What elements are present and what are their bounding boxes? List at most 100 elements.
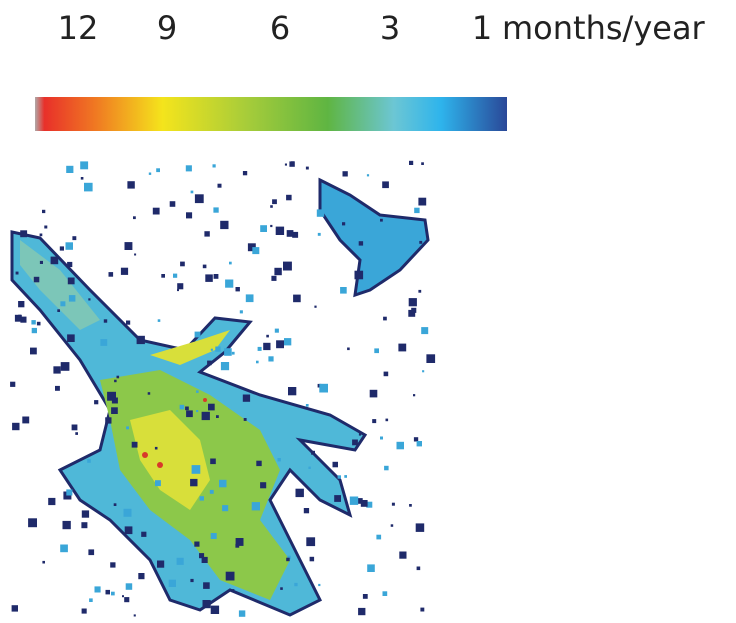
speckle (391, 524, 394, 527)
speckle (207, 361, 212, 366)
speckle (68, 278, 75, 285)
speckle (80, 161, 88, 169)
speckle (12, 423, 19, 430)
speckle (222, 505, 228, 511)
speckle (272, 199, 277, 204)
speckle (190, 579, 193, 582)
speckle (310, 557, 315, 562)
speckle (361, 500, 368, 507)
speckle (180, 405, 185, 410)
speckle (205, 274, 213, 282)
speckle (125, 242, 133, 250)
speckle (289, 161, 294, 166)
speckle (66, 166, 73, 173)
speckle (213, 207, 218, 212)
speckle (67, 334, 75, 342)
speckle (260, 482, 266, 488)
speckle (398, 344, 406, 352)
speckle (419, 241, 422, 244)
speckle (32, 328, 37, 333)
speckle (286, 558, 290, 562)
speckle (195, 332, 201, 338)
speckle (60, 545, 68, 553)
speckle (380, 219, 383, 222)
speckle (194, 542, 199, 547)
speckle (304, 508, 309, 513)
speckle (268, 356, 273, 361)
speckle (203, 582, 210, 589)
speckle (138, 573, 144, 579)
speckle (137, 336, 145, 344)
speckle (384, 372, 389, 377)
speckle (266, 335, 269, 338)
speckle (110, 562, 115, 567)
speckle (311, 451, 315, 455)
speckle (196, 390, 199, 393)
speckle (104, 319, 107, 322)
speckle (363, 594, 368, 599)
speckle (60, 301, 65, 306)
speckle (334, 495, 341, 502)
speckle (42, 210, 45, 213)
colorbar-tick-label: 12 (58, 9, 99, 47)
spot (142, 452, 148, 458)
speckle (124, 597, 129, 602)
speckle (95, 586, 101, 592)
speckle (386, 419, 389, 422)
speckle (367, 564, 375, 572)
speckle (416, 523, 425, 532)
speckle (88, 298, 90, 300)
colorbar-tick-label: 1 (472, 9, 492, 47)
speckle (82, 609, 87, 614)
speckle (210, 459, 216, 465)
speckle (263, 343, 270, 350)
speckle (192, 465, 201, 474)
speckle (153, 208, 160, 215)
speckle (417, 441, 422, 446)
speckle (284, 338, 291, 345)
speckle (221, 362, 229, 370)
speckle (173, 274, 177, 278)
speckle (195, 194, 204, 203)
speckle (314, 306, 316, 308)
speckle (340, 287, 347, 294)
speckle (220, 221, 228, 229)
speckle (288, 387, 296, 395)
speckle (243, 395, 250, 402)
speckle (170, 201, 176, 207)
colorbar-tick-label: 3 (380, 9, 400, 47)
speckle (149, 173, 151, 175)
speckle (392, 503, 395, 506)
speckle (211, 533, 217, 539)
speckle (239, 610, 245, 616)
speckle (40, 261, 43, 264)
speckle (125, 526, 133, 534)
spot (157, 462, 163, 468)
speckle (333, 462, 339, 468)
speckle (226, 572, 235, 581)
speckle (306, 404, 309, 407)
region-northeast (320, 180, 428, 295)
speckle (372, 419, 376, 423)
speckle (155, 447, 158, 450)
speckle (287, 230, 294, 237)
speckle (216, 415, 219, 418)
speckle (225, 280, 233, 288)
speckle (308, 467, 310, 469)
speckle (169, 580, 176, 587)
speckle (88, 549, 94, 555)
speckle (31, 320, 35, 324)
speckle (94, 400, 98, 404)
speckle (114, 380, 117, 383)
speckle (270, 225, 272, 227)
speckle (420, 608, 424, 612)
speckle (408, 310, 415, 317)
speckle (399, 552, 406, 559)
speckle (370, 390, 378, 398)
speckle (72, 236, 76, 240)
speckle (12, 605, 18, 611)
speckle (280, 587, 283, 590)
speckle (18, 315, 21, 318)
speckle (196, 410, 198, 412)
speckle (256, 461, 261, 466)
